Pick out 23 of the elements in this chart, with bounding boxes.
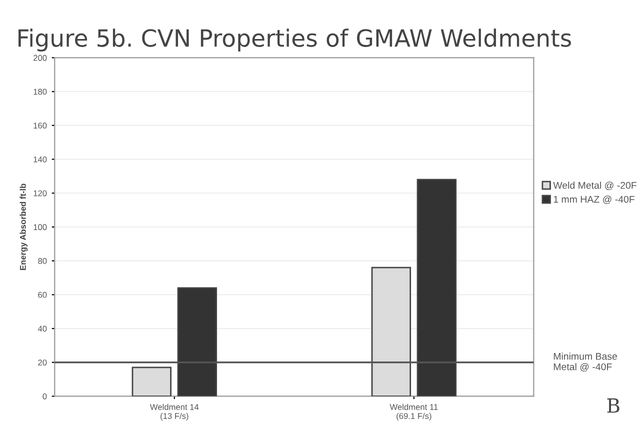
legend-label: 1 mm HAZ @ -40F (554, 196, 634, 204)
text: B (607, 398, 620, 413)
chart-title: Figure 5b. CVN Properties of GMAW Weldments (18, 28, 571, 52)
y-axis-title: Energy Absorbed ft-lb (20, 184, 28, 270)
y-tick-label: 200 (34, 54, 47, 61)
x-tick-label: Weldment 11 (69.1 F/s) (390, 404, 438, 421)
bar (177, 287, 218, 396)
y-tick-label: 120 (34, 190, 47, 196)
y-tick-label: 180 (34, 88, 47, 95)
bar (132, 366, 172, 396)
ref-line-label: Minimum Base Metal @ -40F (554, 352, 617, 372)
y-tick-label: 140 (34, 156, 47, 162)
x-tick-label: Weldment 14 (13 F/s) (150, 404, 199, 421)
y-tick-label: 100 (34, 224, 47, 230)
y-tick-label: 80 (38, 258, 47, 264)
y-tick-label: 160 (34, 122, 47, 129)
y-tick-label: 0 (42, 393, 47, 400)
bar (416, 178, 457, 396)
y-tick-label: 20 (38, 360, 47, 366)
bar (371, 266, 412, 396)
y-tick-label: 60 (38, 292, 47, 298)
legend-label: Weld Metal @ -20F (553, 182, 636, 190)
y-tick-label: 40 (38, 326, 47, 332)
